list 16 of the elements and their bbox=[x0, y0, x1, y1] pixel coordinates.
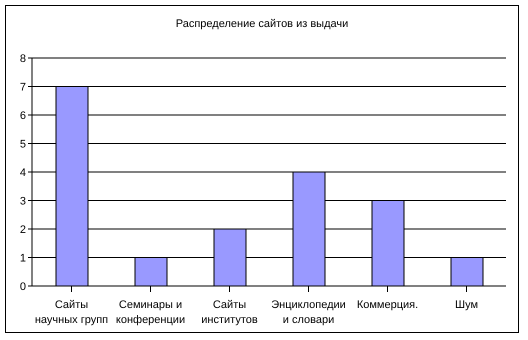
y-tick-label: 7 bbox=[20, 81, 26, 94]
y-tick-label: 2 bbox=[20, 224, 26, 236]
x-tick-label: Сайты институтов bbox=[201, 299, 258, 326]
y-tick-label: 0 bbox=[20, 280, 26, 293]
chart-title: Распределение сайтов из выдачи bbox=[174, 18, 350, 30]
x-tick-label: Коммерция. bbox=[356, 299, 418, 311]
y-tick-label: 4 bbox=[20, 166, 26, 179]
x-tick-label: Энциклопедии и словари bbox=[271, 299, 346, 326]
x-tick-label: Шум bbox=[454, 299, 478, 311]
y-tick-label: 5 bbox=[20, 138, 26, 150]
y-tick-label: 3 bbox=[20, 195, 26, 208]
x-tick-label: Сайты научных групп bbox=[34, 299, 108, 326]
y-tick-label: 6 bbox=[20, 110, 26, 122]
y-tick-label: 8 bbox=[20, 52, 26, 65]
y-tick-label: 1 bbox=[20, 252, 26, 264]
x-tick-label: Семинары и конференции bbox=[116, 299, 186, 326]
